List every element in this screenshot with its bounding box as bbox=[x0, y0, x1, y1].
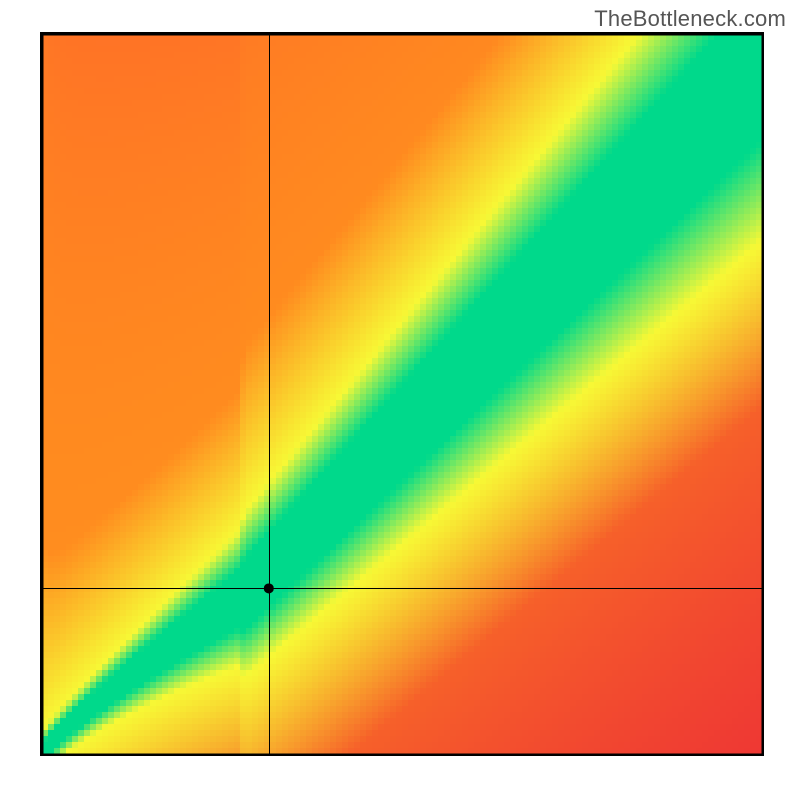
crosshair-overlay bbox=[0, 0, 800, 800]
chart-container: TheBottleneck.com bbox=[0, 0, 800, 800]
watermark-text: TheBottleneck.com bbox=[594, 6, 786, 32]
